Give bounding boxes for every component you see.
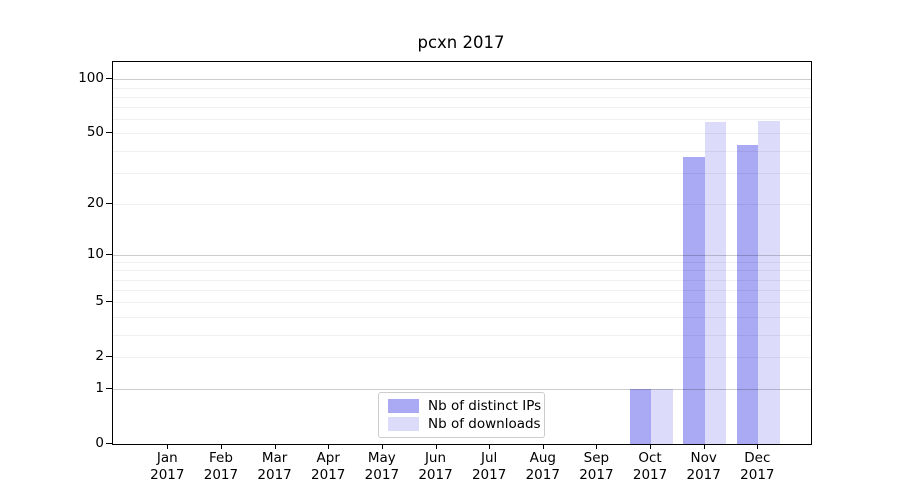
legend-label-nb-of-distinct-ips: Nb of distinct IPs: [428, 397, 542, 414]
gridline-y-2: [113, 357, 811, 359]
bar-nov-nb-of-downloads: [704, 121, 727, 444]
gridline-y-6: [113, 290, 811, 292]
gridline-y-5: [113, 302, 811, 304]
x-tick-jan: [167, 444, 169, 449]
gridline-y-10: [113, 254, 811, 256]
x-tick-label-sep: Sep 2017: [579, 450, 614, 483]
gridline-y-4: [113, 316, 811, 318]
x-tick-aug: [542, 444, 544, 449]
legend-swatch-nb-of-downloads: [388, 417, 419, 432]
y-tick-2: [106, 356, 112, 358]
gridline-y-7: [113, 279, 811, 281]
y-tick-20: [106, 202, 112, 204]
legend: Nb of distinct IPs Nb of downloads: [378, 392, 545, 438]
y-tick-5: [106, 301, 112, 303]
y-tick-label-1: 1: [95, 380, 104, 397]
plot-area: Nb of distinct IPs Nb of downloads: [112, 61, 812, 445]
gridline-y-1: [113, 389, 811, 391]
y-tick-label-5: 5: [95, 293, 104, 310]
bar-oct-nb-of-downloads: [651, 389, 673, 444]
gridline-y-70: [113, 107, 811, 109]
x-tick-dec: [757, 444, 759, 449]
legend-swatch-nb-of-distinct-ips: [388, 398, 419, 413]
x-tick-label-oct: Oct 2017: [632, 450, 668, 483]
y-tick-label-2: 2: [95, 348, 104, 365]
gridline-y-3: [113, 334, 811, 336]
bar-oct-nb-of-distinct-ips: [629, 389, 652, 444]
x-tick-label-jul: Jul 2017: [471, 450, 507, 483]
gridline-y-90: [113, 87, 811, 89]
gridline-y-50: [113, 133, 811, 135]
x-tick-label-feb: Feb 2017: [203, 450, 239, 483]
gridline-y-20: [113, 203, 811, 205]
gridline-y-9: [113, 262, 811, 264]
chart-title: pcxn 2017: [417, 33, 505, 52]
x-tick-label-mar: Mar 2017: [257, 450, 292, 483]
bar-dec-nb-of-downloads: [758, 120, 780, 444]
y-tick-label-20: 20: [86, 194, 104, 211]
y-tick-label-100: 100: [78, 70, 104, 87]
gridline-y-100: [113, 79, 811, 81]
legend-label-nb-of-downloads: Nb of downloads: [428, 416, 541, 433]
x-tick-label-may: May 2017: [364, 450, 400, 483]
y-tick-label-50: 50: [86, 124, 104, 141]
x-tick-mar: [274, 444, 276, 449]
gridline-y-80: [113, 96, 811, 98]
y-tick-0: [106, 443, 112, 444]
y-tick-1: [106, 388, 112, 390]
x-tick-apr: [328, 444, 330, 449]
gridline-y-40: [113, 150, 811, 152]
x-tick-label-jun: Jun 2017: [418, 450, 453, 483]
x-tick-nov: [703, 444, 705, 449]
x-tick-jul: [489, 444, 491, 449]
bar-dec-nb-of-distinct-ips: [736, 145, 759, 444]
x-tick-jun: [435, 444, 437, 449]
y-tick-10: [106, 253, 112, 255]
y-tick-label-10: 10: [86, 245, 104, 262]
y-tick-label-0: 0: [95, 435, 104, 451]
y-tick-50: [106, 132, 112, 134]
x-tick-sep: [596, 444, 598, 449]
gridline-y-30: [113, 172, 811, 174]
x-tick-label-apr: Apr 2017: [311, 450, 346, 483]
x-tick-feb: [220, 444, 222, 449]
legend-item-nb-of-distinct-ips: Nb of distinct IPs: [379, 398, 544, 414]
x-tick-label-dec: Dec 2017: [740, 450, 775, 483]
bar-nov-nb-of-distinct-ips: [683, 156, 705, 444]
gridline-y-60: [113, 119, 811, 121]
x-tick-may: [381, 444, 383, 449]
gridline-y-8: [113, 270, 811, 272]
x-tick-label-aug: Aug 2017: [525, 450, 560, 483]
legend-item-nb-of-downloads: Nb of downloads: [379, 416, 544, 432]
x-tick-label-nov: Nov 2017: [686, 450, 721, 483]
x-tick-oct: [650, 444, 652, 449]
x-tick-label-jan: Jan 2017: [150, 450, 185, 483]
y-tick-100: [106, 78, 112, 80]
